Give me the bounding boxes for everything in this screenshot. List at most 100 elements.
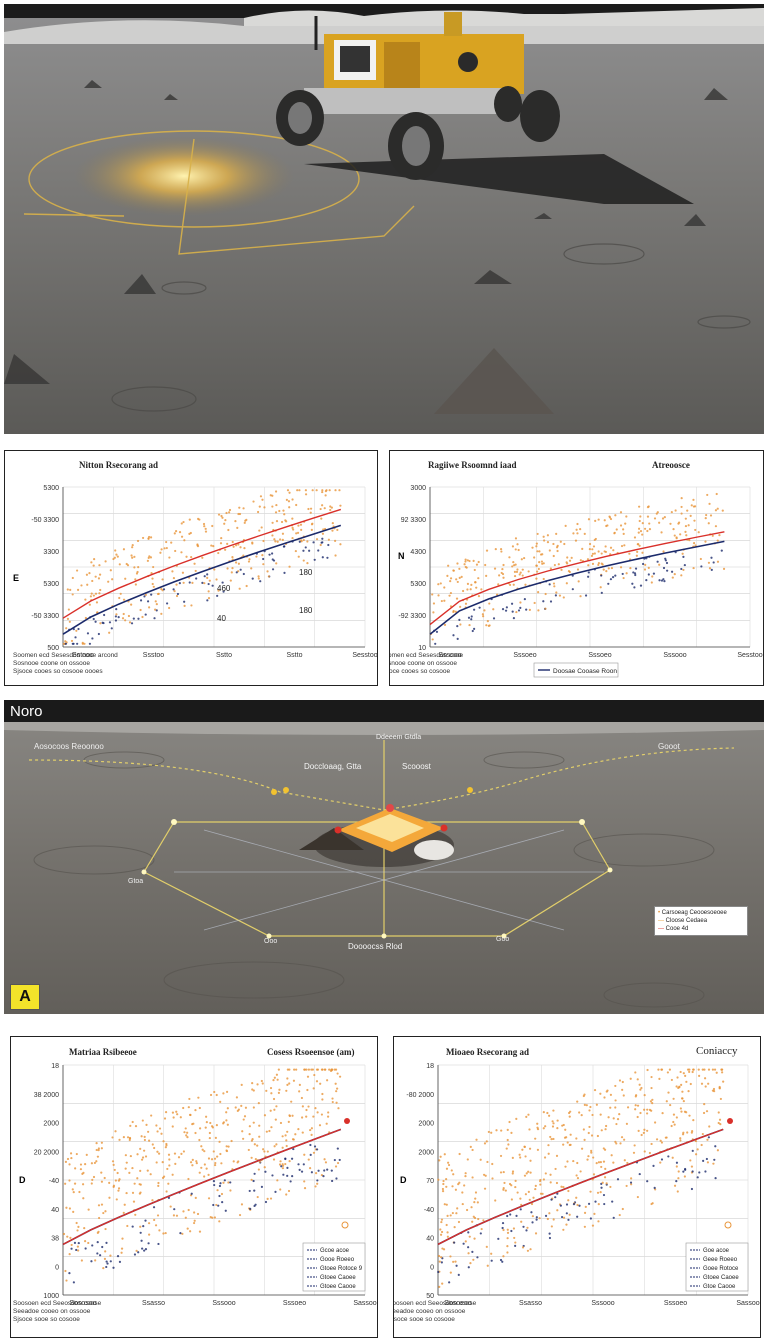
data-point xyxy=(115,1198,118,1201)
data-point xyxy=(81,642,84,645)
data-point xyxy=(307,1068,310,1071)
data-point xyxy=(562,1228,565,1231)
data-point xyxy=(71,593,74,596)
data-point xyxy=(722,567,726,570)
data-point xyxy=(68,1163,71,1166)
data-point xyxy=(604,550,608,554)
y-tick-label: 40 xyxy=(51,1207,59,1214)
data-point xyxy=(602,1193,606,1197)
data-point xyxy=(634,567,638,570)
data-point xyxy=(74,1167,77,1170)
highlight-point xyxy=(344,1118,350,1124)
data-point xyxy=(592,545,596,548)
data-point xyxy=(68,620,71,623)
chart-title: Mioaeo Rsecorang ad xyxy=(446,1047,529,1057)
data-point xyxy=(131,546,134,549)
data-point xyxy=(80,584,83,587)
data-point xyxy=(716,1149,719,1152)
data-point xyxy=(639,530,643,533)
data-point xyxy=(646,529,649,533)
data-point xyxy=(98,573,102,576)
data-point xyxy=(446,574,449,577)
data-point xyxy=(552,1137,555,1141)
data-point xyxy=(129,1154,132,1158)
data-point xyxy=(597,561,600,565)
data-point xyxy=(454,1188,457,1191)
data-point xyxy=(306,1075,310,1078)
data-point xyxy=(534,1137,537,1140)
data-point xyxy=(292,1147,295,1151)
data-point xyxy=(478,606,481,609)
data-point xyxy=(213,568,216,571)
data-point xyxy=(213,1216,216,1219)
data-point xyxy=(224,519,227,522)
data-point xyxy=(636,1115,639,1119)
data-point xyxy=(639,515,642,518)
data-point xyxy=(288,506,291,509)
data-point xyxy=(288,1082,291,1085)
data-point xyxy=(228,511,231,514)
data-point xyxy=(278,509,281,513)
data-point xyxy=(691,1170,694,1173)
data-point xyxy=(534,1187,537,1191)
data-point xyxy=(638,519,641,523)
data-point xyxy=(529,1159,532,1162)
data-point xyxy=(524,1193,527,1196)
y-tick-label: 2000 xyxy=(418,1149,434,1156)
data-point xyxy=(274,1118,277,1121)
data-point xyxy=(621,1088,624,1091)
data-point xyxy=(220,1162,223,1165)
legend-box xyxy=(685,1242,749,1292)
data-point xyxy=(286,1174,289,1177)
data-point xyxy=(179,1231,182,1235)
data-point xyxy=(248,1125,251,1128)
data-point xyxy=(203,1175,206,1178)
data-point xyxy=(544,1172,547,1175)
data-point xyxy=(458,1152,461,1156)
data-point xyxy=(234,1106,237,1109)
data-point xyxy=(144,1219,147,1222)
data-point xyxy=(600,1129,603,1132)
data-point xyxy=(604,1167,607,1170)
legend-label: Gcoe acoe xyxy=(320,1248,350,1254)
data-point xyxy=(172,1214,176,1217)
data-point xyxy=(189,1230,192,1233)
data-point xyxy=(286,1068,289,1071)
data-point xyxy=(532,1196,535,1199)
data-point xyxy=(471,629,474,633)
data-point xyxy=(302,1163,305,1166)
data-point xyxy=(562,1123,565,1127)
data-point xyxy=(276,540,279,543)
data-point xyxy=(593,1212,596,1215)
data-point xyxy=(158,1229,161,1232)
data-point xyxy=(251,541,254,544)
data-point xyxy=(139,1225,142,1228)
data-point xyxy=(501,1226,504,1230)
data-point xyxy=(118,1178,121,1181)
data-point xyxy=(439,1256,443,1259)
data-point xyxy=(261,1082,264,1085)
data-point xyxy=(672,1097,675,1100)
data-point xyxy=(679,1107,682,1110)
data-point xyxy=(98,564,101,567)
data-point xyxy=(487,1130,490,1134)
data-point xyxy=(575,528,578,531)
data-point xyxy=(271,568,275,571)
x-tick-label: Sassoo xyxy=(353,1300,376,1307)
data-point xyxy=(692,542,696,545)
data-point xyxy=(316,1148,319,1151)
data-point xyxy=(215,578,218,581)
chart-title-right: Cosess Rsoeensoe (am) xyxy=(267,1047,355,1057)
data-point xyxy=(621,1080,624,1084)
data-point xyxy=(180,551,183,554)
data-point xyxy=(536,1128,540,1131)
data-point xyxy=(267,575,270,578)
data-point xyxy=(588,1125,591,1129)
data-point xyxy=(203,575,206,578)
data-point xyxy=(189,1113,192,1117)
data-point xyxy=(97,632,100,636)
data-point xyxy=(174,1162,177,1165)
data-point xyxy=(118,1138,121,1141)
data-point xyxy=(638,1172,641,1176)
